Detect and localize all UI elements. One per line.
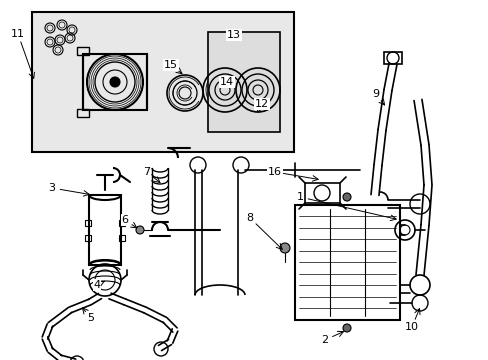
Text: 4: 4 — [93, 280, 101, 290]
Text: 8: 8 — [246, 213, 253, 223]
Text: 12: 12 — [254, 99, 268, 109]
Circle shape — [342, 193, 350, 201]
Bar — [85, 220, 91, 226]
Bar — [85, 235, 91, 241]
Text: 13: 13 — [226, 30, 241, 40]
Text: 11: 11 — [11, 29, 25, 39]
Bar — [83, 54, 147, 110]
Bar — [383, 52, 401, 64]
Text: 16: 16 — [267, 167, 282, 177]
Circle shape — [136, 226, 143, 234]
Text: 2: 2 — [321, 335, 328, 345]
Bar — [77, 47, 89, 55]
Text: 15: 15 — [163, 60, 178, 70]
Text: 1: 1 — [296, 192, 303, 202]
Text: 3: 3 — [48, 183, 55, 193]
Bar — [89, 195, 121, 265]
Text: 10: 10 — [404, 322, 418, 332]
Circle shape — [342, 324, 350, 332]
Circle shape — [280, 243, 289, 253]
Circle shape — [110, 77, 120, 87]
Bar — [32, 12, 293, 152]
Bar — [305, 183, 339, 203]
Text: 9: 9 — [372, 89, 379, 99]
Bar — [119, 235, 125, 241]
Bar — [77, 109, 89, 117]
Bar — [294, 205, 399, 320]
Text: 5: 5 — [87, 313, 94, 323]
Text: 14: 14 — [220, 77, 234, 87]
Text: 6: 6 — [121, 215, 128, 225]
Bar — [207, 32, 280, 132]
Bar — [119, 220, 125, 226]
Text: 7: 7 — [143, 167, 150, 177]
